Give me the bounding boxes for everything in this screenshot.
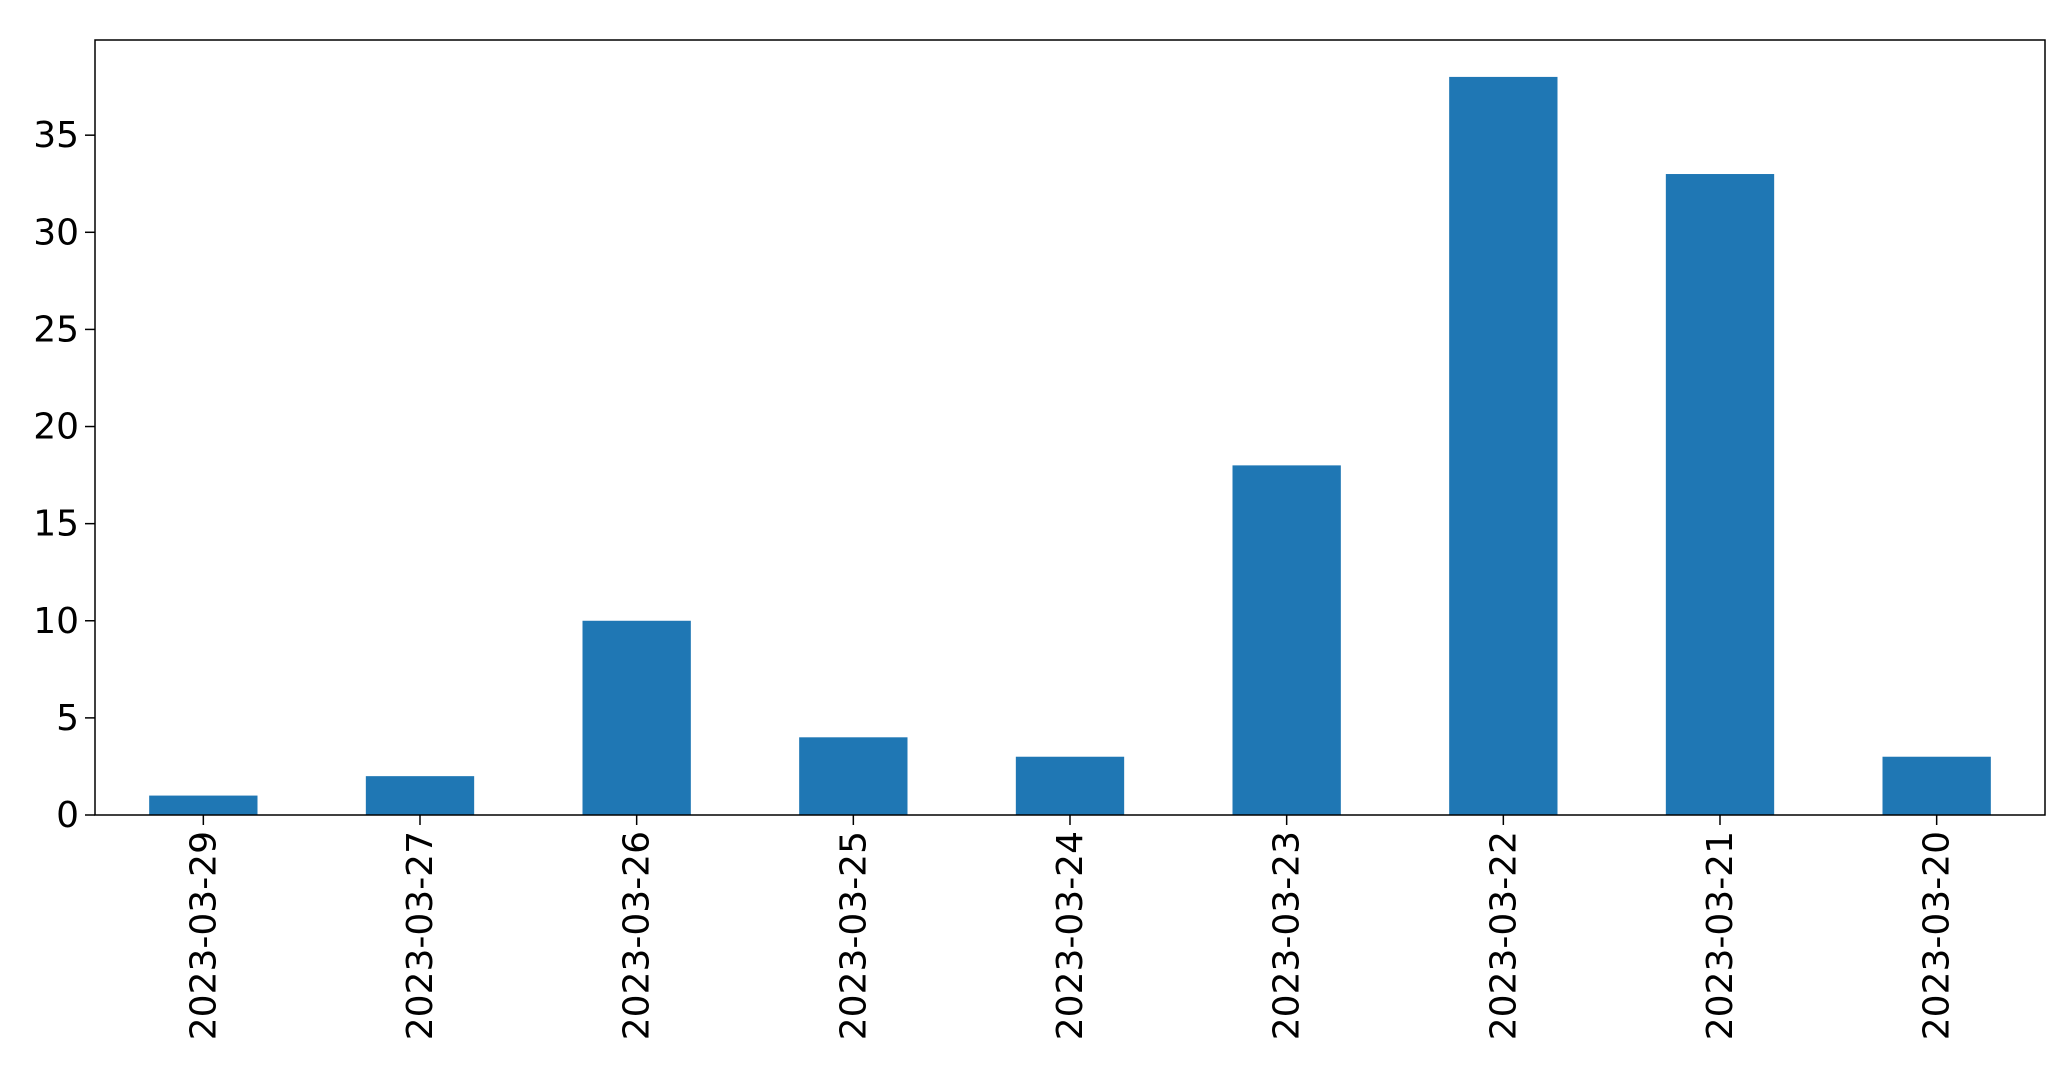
x-tick-label: 2023-03-20 (1917, 831, 1958, 1040)
x-tick-label: 2023-03-27 (400, 831, 441, 1040)
y-tick-label: 15 (33, 504, 79, 545)
bar-2023-03-29 (149, 795, 258, 815)
x-tick-label: 2023-03-26 (617, 831, 658, 1040)
bar-2023-03-22 (1449, 76, 1558, 815)
bar-2023-03-21 (1665, 174, 1775, 815)
y-tick-label: 10 (33, 601, 79, 642)
y-tick-label: 5 (56, 698, 79, 739)
bar-2023-03-24 (1015, 756, 1125, 815)
x-tick-label: 2023-03-25 (833, 831, 874, 1040)
x-tick-label: 2023-03-29 (183, 831, 224, 1040)
x-tick-label: 2023-03-21 (1700, 831, 1741, 1040)
bars-group (149, 76, 1991, 815)
x-tick-label: 2023-03-22 (1483, 831, 1524, 1040)
y-tick-label: 0 (56, 795, 79, 836)
plot-frame (94, 39, 2046, 816)
bar-2023-03-23 (1232, 465, 1341, 815)
x-tick-label: 2023-03-24 (1050, 831, 1091, 1040)
y-axis: 0 5 10 15 20 25 30 35 (33, 115, 95, 836)
x-axis: 2023-03-29 2023-03-27 2023-03-26 2023-03-25… (183, 815, 1958, 1040)
bar-2023-03-25 (799, 737, 908, 815)
bar-2023-03-27 (365, 776, 475, 815)
bar-2023-03-26 (582, 620, 691, 815)
x-tick-label: 2023-03-23 (1267, 831, 1308, 1040)
y-tick-label: 30 (33, 212, 79, 253)
bar-2023-03-20 (1882, 756, 1991, 815)
y-tick-label: 25 (33, 309, 79, 350)
y-tick-label: 35 (33, 115, 79, 156)
y-tick-label: 20 (33, 407, 79, 448)
